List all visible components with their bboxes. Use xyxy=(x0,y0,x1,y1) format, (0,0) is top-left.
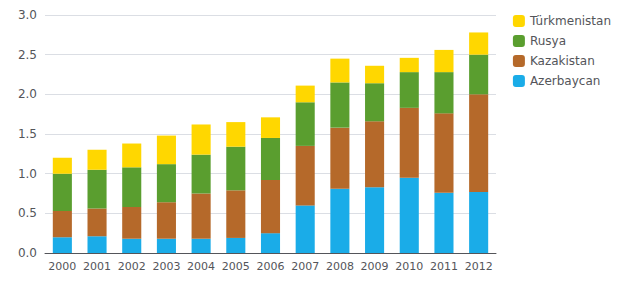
svg-text:Türkmenistan: Türkmenistan xyxy=(529,14,611,28)
svg-text:2.0: 2.0 xyxy=(18,87,37,101)
svg-text:2005: 2005 xyxy=(222,260,250,273)
svg-text:2003: 2003 xyxy=(152,260,180,273)
svg-text:0.0: 0.0 xyxy=(18,246,37,260)
svg-text:1.5: 1.5 xyxy=(18,127,37,141)
svg-text:2007: 2007 xyxy=(291,260,319,273)
svg-text:1.0: 1.0 xyxy=(18,167,37,181)
svg-text:2000: 2000 xyxy=(48,260,76,273)
svg-text:2009: 2009 xyxy=(361,260,389,273)
svg-text:2.5: 2.5 xyxy=(18,48,37,62)
svg-text:3.0: 3.0 xyxy=(18,8,37,22)
svg-text:2011: 2011 xyxy=(430,260,458,273)
svg-text:0.5: 0.5 xyxy=(18,206,37,220)
svg-text:2004: 2004 xyxy=(187,260,215,273)
svg-text:2006: 2006 xyxy=(257,260,285,273)
svg-text:2008: 2008 xyxy=(326,260,354,273)
svg-text:2001: 2001 xyxy=(83,260,111,273)
svg-text:2010: 2010 xyxy=(395,260,423,273)
svg-text:Rusya: Rusya xyxy=(530,34,566,48)
svg-text:2012: 2012 xyxy=(465,260,493,273)
svg-text:Azerbaycan: Azerbaycan xyxy=(530,74,600,88)
svg-text:2002: 2002 xyxy=(118,260,146,273)
svg-text:Kazakistan: Kazakistan xyxy=(530,54,595,68)
